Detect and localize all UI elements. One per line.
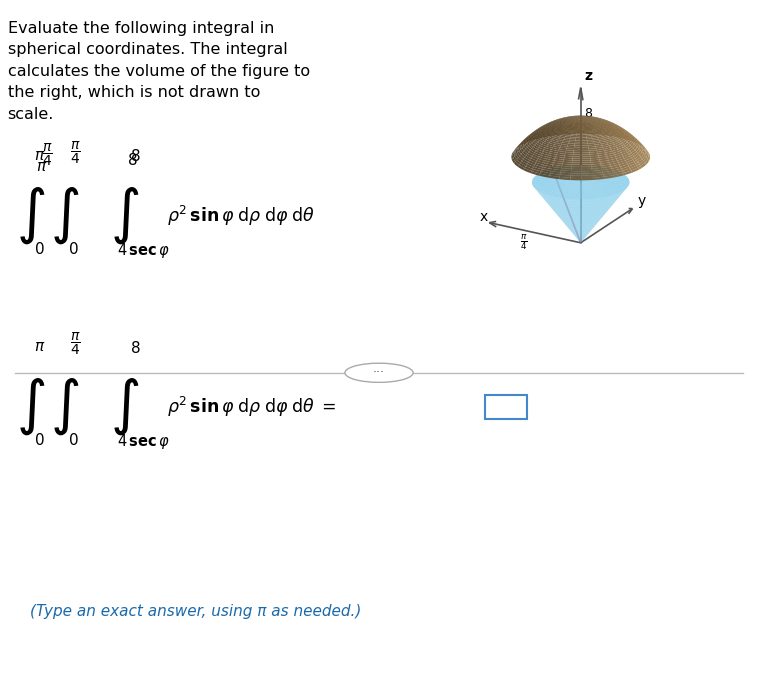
Text: $0$: $0$ [68, 432, 79, 448]
Text: $\int$: $\int$ [16, 377, 45, 437]
Text: $\int$: $\int$ [50, 377, 79, 437]
Text: $\int$: $\int$ [16, 185, 45, 246]
Text: Evaluate the following integral in
spherical coordinates. The integral
calculate: Evaluate the following integral in spher… [8, 21, 310, 122]
Text: $\pi$: $\pi$ [36, 159, 48, 174]
Text: $\int$: $\int$ [50, 185, 79, 246]
Text: $8$: $8$ [127, 152, 138, 168]
Text: ···: ··· [373, 366, 385, 380]
Text: $\dfrac{\pi}{4}$: $\dfrac{\pi}{4}$ [70, 330, 81, 357]
Text: $\rho^2\,\mathbf{sin}\,\varphi\;\mathrm{d}\rho\;\mathrm{d}\varphi\;\mathrm{d}\th: $\rho^2\,\mathbf{sin}\,\varphi\;\mathrm{… [167, 395, 336, 419]
Ellipse shape [345, 363, 413, 382]
Text: $0$: $0$ [34, 432, 45, 448]
Text: $\int$: $\int$ [111, 185, 139, 246]
Text: $4\,\mathbf{sec}\,\varphi$: $4\,\mathbf{sec}\,\varphi$ [117, 432, 171, 451]
Text: $\pi$: $\pi$ [33, 339, 45, 354]
Text: $\int$: $\int$ [111, 377, 139, 437]
Text: $\dfrac{\pi}{4}$: $\dfrac{\pi}{4}$ [70, 139, 81, 166]
Text: (Type an exact answer, using π as needed.): (Type an exact answer, using π as needed… [30, 604, 362, 619]
Text: $8$: $8$ [130, 148, 140, 164]
FancyBboxPatch shape [485, 395, 527, 419]
Text: $\dfrac{\pi}{4}$: $\dfrac{\pi}{4}$ [42, 141, 52, 168]
Text: $4\,\mathbf{sec}\,\varphi$: $4\,\mathbf{sec}\,\varphi$ [117, 241, 171, 260]
Text: $\pi$: $\pi$ [33, 148, 45, 163]
Text: $0$: $0$ [68, 241, 79, 256]
Text: $\rho^2\,\mathbf{sin}\,\varphi\;\mathrm{d}\rho\;\mathrm{d}\varphi\;\mathrm{d}\th: $\rho^2\,\mathbf{sin}\,\varphi\;\mathrm{… [167, 203, 315, 228]
Text: $8$: $8$ [130, 340, 140, 356]
Text: $0$: $0$ [34, 241, 45, 256]
